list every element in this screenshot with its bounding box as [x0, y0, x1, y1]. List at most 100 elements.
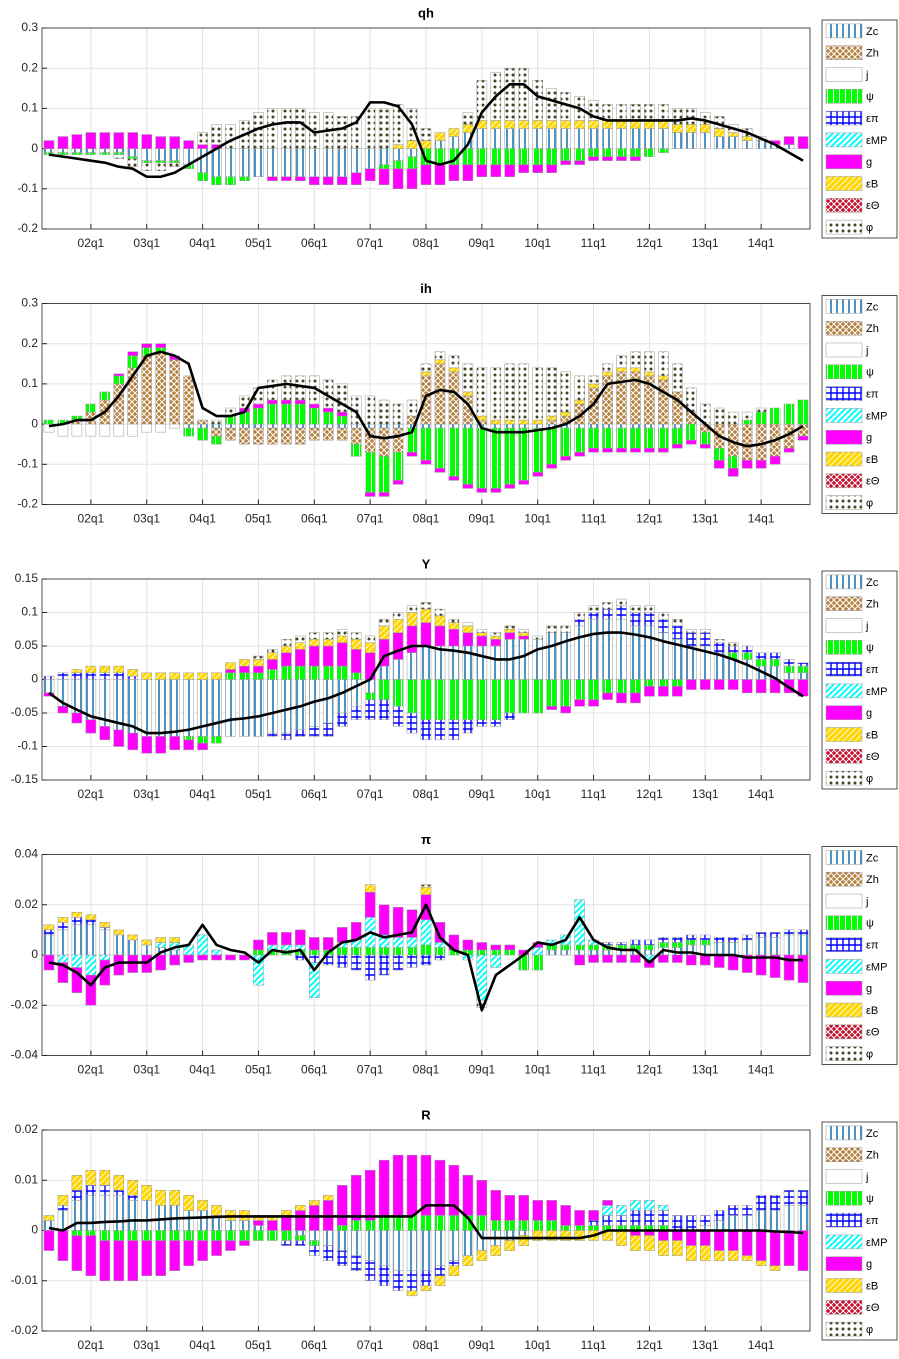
bar-segment	[141, 1230, 153, 1241]
bar-segment	[658, 1230, 669, 1241]
bar-segment	[378, 168, 390, 186]
bar-segment	[267, 932, 278, 946]
bar-segment	[630, 679, 641, 694]
bar-segment	[155, 136, 166, 149]
bar-segment	[127, 1230, 139, 1241]
legend-swatch	[825, 893, 863, 909]
x-tick-label: 02q1	[78, 787, 105, 801]
bar-segment	[434, 922, 446, 943]
bar-segment	[169, 954, 180, 966]
y-tick-label: -0.02	[11, 1323, 39, 1337]
bar-segment	[686, 423, 697, 441]
bar-segment	[616, 1230, 627, 1246]
bar-segment	[602, 371, 613, 377]
bar-segment	[434, 954, 446, 961]
x-tick-label: 11q1	[581, 512, 607, 526]
bar-segment	[281, 1210, 292, 1216]
bar-segment	[755, 1230, 767, 1261]
x-tick-label: 03q1	[133, 787, 160, 801]
bar-segment	[644, 939, 655, 946]
bar-segment	[183, 140, 194, 149]
legend-label: Zh	[866, 1150, 879, 1162]
bar-segment	[755, 679, 767, 694]
bar-segment	[99, 672, 111, 680]
bar-segment	[741, 419, 753, 425]
bar-segment	[518, 1195, 530, 1221]
bar-segment	[378, 1230, 390, 1266]
bar-segment	[364, 492, 376, 497]
x-tick-label: 08q1	[413, 512, 440, 526]
bar-segment	[267, 669, 278, 680]
bar-segment	[378, 399, 390, 425]
bar-segment	[476, 488, 488, 493]
bar-segment	[686, 632, 697, 647]
bar-segment	[448, 622, 460, 630]
bar-segment	[490, 719, 502, 727]
bar-segment	[225, 124, 236, 149]
bar-segment	[420, 645, 432, 680]
bar-segment	[281, 148, 292, 177]
x-tick-label: 10q1	[524, 512, 551, 526]
bar-segment	[71, 669, 83, 674]
bar-segment	[546, 164, 557, 173]
bar-segment	[85, 954, 97, 976]
bar-segment	[644, 447, 655, 453]
bar-segment	[309, 1230, 320, 1241]
bar-segment	[336, 1230, 348, 1251]
bar-segment	[155, 1240, 166, 1276]
bar-segment	[85, 924, 97, 956]
bar-segment	[574, 679, 585, 700]
bar-segment	[420, 363, 432, 373]
bar-segment	[616, 618, 627, 680]
legend-swatch	[825, 110, 863, 126]
bar-segment	[686, 1245, 697, 1261]
bar-segment	[755, 652, 767, 660]
bar-segment	[434, 625, 446, 647]
bar-segment	[518, 635, 530, 640]
legend-swatch	[825, 198, 863, 213]
y-tick-label: 0	[31, 1223, 38, 1237]
bar-segment	[769, 1210, 781, 1231]
bar-segment	[672, 1215, 683, 1231]
bar-segment	[476, 719, 488, 727]
chart-title: ih	[420, 281, 432, 296]
x-tick-label: 10q1	[524, 236, 551, 250]
y-tick-label: -0.02	[11, 997, 39, 1011]
bar-segment	[267, 423, 278, 429]
bar-segment	[532, 954, 543, 971]
bar-segment	[392, 427, 404, 453]
bar-segment	[588, 148, 599, 157]
bar-segment	[574, 954, 585, 966]
bar-segment	[183, 1240, 194, 1266]
bar-segment	[378, 954, 390, 976]
legend-label: επ	[866, 113, 879, 125]
x-tick-label: 04q1	[189, 236, 216, 250]
bar-segment	[532, 635, 543, 640]
bar-segment	[378, 1265, 390, 1287]
bar-segment	[434, 132, 446, 141]
bar-segment	[644, 371, 655, 377]
bar-segment	[364, 1220, 376, 1231]
bar-segment	[364, 148, 376, 169]
bar-segment	[630, 148, 641, 157]
bar-segment	[113, 423, 125, 437]
bar-segment	[169, 162, 180, 167]
bar-segment	[560, 625, 571, 633]
bar-segment	[211, 949, 222, 956]
bar-segment	[727, 642, 739, 647]
bar-segment	[504, 625, 516, 630]
bar-segment	[211, 1205, 222, 1216]
bar-segment	[364, 884, 376, 893]
x-tick-label: 07q1	[357, 1338, 384, 1352]
bar-segment	[588, 156, 599, 161]
bar-segment	[727, 1215, 739, 1231]
bar-segment	[406, 679, 418, 714]
x-tick-label: 08q1	[413, 1063, 440, 1077]
bar-segment	[392, 954, 404, 971]
bar-segment	[322, 423, 334, 429]
bar-segment	[588, 423, 599, 429]
legend-swatch	[825, 89, 863, 104]
legend-swatch	[825, 23, 863, 39]
bar-segment	[658, 423, 669, 429]
bar-segment	[336, 176, 348, 186]
